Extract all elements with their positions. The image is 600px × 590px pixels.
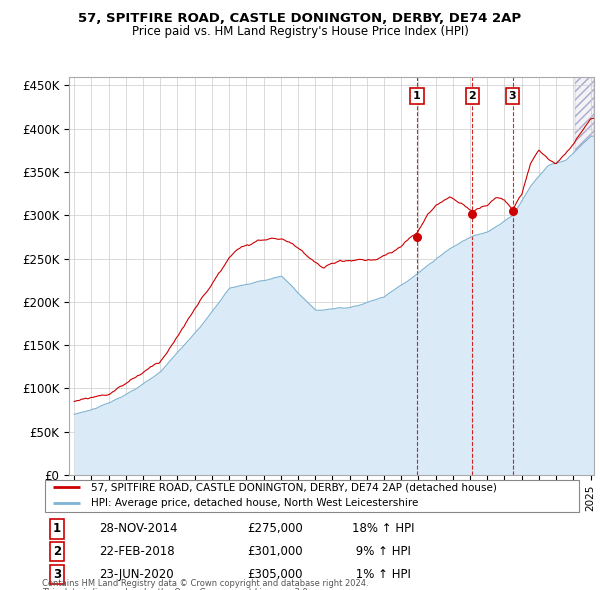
Text: 3: 3 <box>53 568 61 581</box>
Point <box>467 209 477 219</box>
Point <box>412 232 422 241</box>
Text: 18% ↑ HPI: 18% ↑ HPI <box>353 523 415 536</box>
Text: 28-NOV-2014: 28-NOV-2014 <box>98 523 177 536</box>
Text: 1: 1 <box>53 523 61 536</box>
Text: 57, SPITFIRE ROAD, CASTLE DONINGTON, DERBY, DE74 2AP (detached house): 57, SPITFIRE ROAD, CASTLE DONINGTON, DER… <box>91 482 496 492</box>
Point <box>508 206 517 215</box>
Text: £301,000: £301,000 <box>247 545 303 558</box>
Text: Price paid vs. HM Land Registry's House Price Index (HPI): Price paid vs. HM Land Registry's House … <box>131 25 469 38</box>
Text: This data is licensed under the Open Government Licence v3.0.: This data is licensed under the Open Gov… <box>42 588 310 590</box>
Text: 2: 2 <box>469 91 476 101</box>
Text: 1% ↑ HPI: 1% ↑ HPI <box>353 568 412 581</box>
Text: HPI: Average price, detached house, North West Leicestershire: HPI: Average price, detached house, Nort… <box>91 499 418 509</box>
Text: £305,000: £305,000 <box>247 568 303 581</box>
Text: 23-JUN-2020: 23-JUN-2020 <box>98 568 173 581</box>
Text: £275,000: £275,000 <box>247 523 303 536</box>
Text: 57, SPITFIRE ROAD, CASTLE DONINGTON, DERBY, DE74 2AP: 57, SPITFIRE ROAD, CASTLE DONINGTON, DER… <box>79 12 521 25</box>
FancyBboxPatch shape <box>45 480 580 512</box>
Text: Contains HM Land Registry data © Crown copyright and database right 2024.: Contains HM Land Registry data © Crown c… <box>42 579 368 588</box>
Text: 22-FEB-2018: 22-FEB-2018 <box>98 545 175 558</box>
Text: 2: 2 <box>53 545 61 558</box>
Text: 3: 3 <box>509 91 517 101</box>
Text: 1: 1 <box>413 91 421 101</box>
Text: 9% ↑ HPI: 9% ↑ HPI <box>353 545 412 558</box>
